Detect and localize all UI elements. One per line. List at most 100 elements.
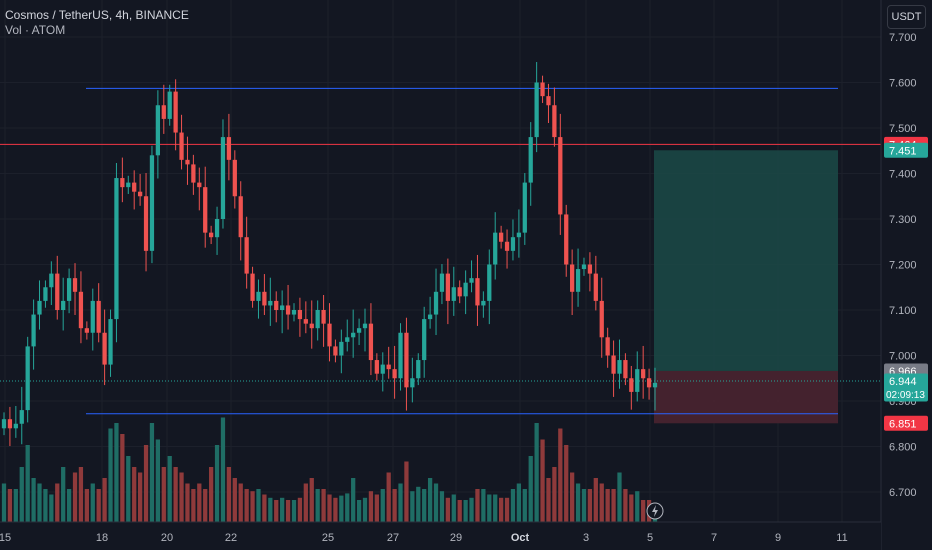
volume-bar <box>416 486 421 522</box>
candle-body <box>84 328 89 333</box>
volume-bar <box>581 489 587 522</box>
volume-bar <box>262 494 267 522</box>
y-axis-background <box>881 0 932 550</box>
y-tick-label: 7.600 <box>889 78 917 90</box>
x-axis: 15 18 20 22 25 27 29 Oct 3 5 7 9 11 <box>0 502 881 550</box>
candle-body <box>31 314 36 347</box>
candle-body <box>386 364 391 370</box>
volume-bar <box>1 483 7 522</box>
candle-body <box>114 178 119 320</box>
candle-body <box>268 300 273 306</box>
replay-bolt-button[interactable] <box>646 502 664 520</box>
volume-bar <box>291 500 297 522</box>
volume-bar <box>226 467 232 522</box>
candle-body <box>25 346 30 411</box>
y-tick-label: 7.300 <box>889 214 917 226</box>
volume-bar <box>463 500 468 522</box>
candle-body <box>226 137 232 160</box>
chart-header: Cosmos / TetherUS, 4h, BINANCE Vol · ATO… <box>5 8 189 38</box>
candle-body <box>66 278 72 301</box>
candle-body <box>333 346 338 356</box>
target-zone <box>654 150 838 371</box>
volume-bar <box>540 439 545 522</box>
candle-body <box>392 369 397 379</box>
candle-body <box>410 378 415 388</box>
candle-body <box>564 214 569 265</box>
candle-body <box>558 137 563 215</box>
candle-body <box>43 287 48 301</box>
volume-bar <box>274 500 279 522</box>
volume-bar <box>43 489 48 522</box>
candle-body <box>232 159 237 197</box>
volume-bar <box>132 467 137 522</box>
candle-body <box>516 232 522 238</box>
volume-bar <box>487 494 492 522</box>
candle-body <box>72 278 78 292</box>
x-tick-label: 22 <box>225 532 237 544</box>
volume-bar <box>137 472 143 522</box>
candle-body <box>155 105 161 156</box>
candle-body <box>250 273 255 301</box>
volume-bar <box>611 489 616 522</box>
x-tick-label: 5 <box>647 532 653 544</box>
volume-bar <box>321 489 326 522</box>
candle-body <box>345 337 350 342</box>
candle-body <box>416 360 421 379</box>
volume-bar <box>356 500 362 522</box>
candle-body <box>285 305 291 315</box>
candle-body <box>244 237 249 274</box>
volume-bar <box>605 489 610 522</box>
volume-bar <box>339 495 344 522</box>
volume-bar <box>493 494 498 522</box>
candle-body <box>510 237 516 251</box>
y-tick-label: 6.800 <box>889 442 917 454</box>
price-label-tag <box>884 415 928 431</box>
candle-body <box>422 319 427 361</box>
y-tick-label: 7.000 <box>889 351 917 363</box>
candle-body <box>303 319 308 324</box>
price-label-text: 6.851 <box>889 418 917 430</box>
x-tick-label: 7 <box>711 532 717 544</box>
candle-body <box>475 278 480 306</box>
candle-body <box>493 232 498 265</box>
candle-body <box>49 273 54 288</box>
candle-body <box>78 291 84 329</box>
volume-bar <box>457 500 462 522</box>
countdown-label: 02:09:13 <box>886 390 925 401</box>
candle-body <box>635 369 640 392</box>
volume-bar <box>451 494 456 522</box>
volume-bar <box>173 467 178 522</box>
currency-button[interactable]: USDT <box>887 5 926 29</box>
volume-bar <box>410 491 415 522</box>
volume-bar <box>475 489 480 522</box>
volume-bar <box>445 497 450 522</box>
candle-body <box>108 319 113 365</box>
volume-bar <box>469 497 474 522</box>
x-tick-label: 25 <box>322 532 334 544</box>
volume-bar <box>629 494 634 522</box>
candle-body <box>611 355 616 374</box>
candle-body <box>321 310 326 324</box>
volume-bar <box>368 491 374 522</box>
volume-bar <box>96 489 101 522</box>
volume-bar <box>599 483 604 522</box>
candle-body <box>362 323 368 329</box>
volume-bar <box>49 494 54 522</box>
volume-bar <box>309 478 314 522</box>
candle-body <box>575 269 581 292</box>
symbol-title[interactable]: Cosmos / TetherUS, 4h, BINANCE <box>5 8 189 22</box>
volume-indicator-label[interactable]: Vol · ATOM <box>5 23 66 37</box>
candle-body <box>197 182 202 188</box>
candle-body <box>487 264 492 301</box>
volume-bar <box>268 497 273 522</box>
volume-bar <box>564 445 569 522</box>
volume-bar <box>386 472 391 522</box>
candle-body <box>605 337 610 356</box>
y-tick-label: 7.100 <box>889 305 917 317</box>
candle-body <box>439 273 445 292</box>
volume-bar <box>143 445 149 522</box>
volume-bar <box>55 483 60 522</box>
candle-body <box>504 241 510 251</box>
